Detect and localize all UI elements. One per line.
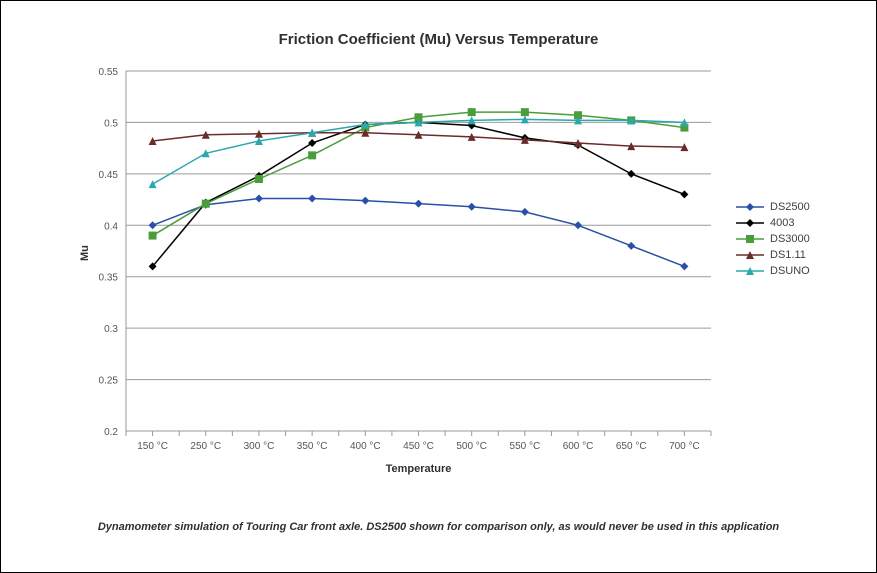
legend-label: DSUNO <box>770 265 810 277</box>
legend-label: DS3000 <box>770 233 810 245</box>
legend-swatch-icon <box>736 265 764 277</box>
y-tick-label: 0.25 <box>99 376 119 387</box>
x-tick-label: 450 °C <box>403 441 434 452</box>
legend-item: DS1.11 <box>736 249 810 261</box>
chart-container: Friction Coefficient (Mu) Versus Tempera… <box>0 0 877 573</box>
chart-plot: 0.2 0.25 0.3 0.35 0.4 0.45 0.5 0.55 150 °C 250 °C… <box>1 1 877 573</box>
x-tick-label: 400 °C <box>350 441 381 452</box>
y-tick-label: 0.4 <box>104 221 118 232</box>
legend-item: DS2500 <box>736 201 810 213</box>
y-tick-label: 0.2 <box>104 427 118 438</box>
legend-swatch-icon <box>736 249 764 261</box>
legend-swatch-icon <box>736 201 764 213</box>
y-tick-label: 0.35 <box>99 273 119 284</box>
legend-swatch-icon <box>736 217 764 229</box>
legend-item: 4003 <box>736 217 810 229</box>
x-tick-label: 700 °C <box>669 441 700 452</box>
chart-caption: Dynamometer simulation of Touring Car fr… <box>1 521 876 533</box>
y-tick-label: 0.55 <box>99 67 119 78</box>
legend-label: 4003 <box>770 217 794 229</box>
legend-label: DS2500 <box>770 201 810 213</box>
legend-swatch-icon <box>736 233 764 245</box>
x-axis-label: Temperature <box>126 463 711 475</box>
x-tick-label: 500 °C <box>456 441 487 452</box>
legend: DS2500 4003 DS3000 DS1.11 DSUNO <box>736 201 810 281</box>
x-tick-label: 550 °C <box>510 441 541 452</box>
legend-label: DS1.11 <box>770 249 806 261</box>
x-tick-label: 150 °C <box>137 441 168 452</box>
y-tick-label: 0.3 <box>104 324 118 335</box>
y-tick-label: 0.45 <box>99 170 119 181</box>
x-tick-label: 250 °C <box>190 441 221 452</box>
legend-item: DSUNO <box>736 265 810 277</box>
legend-item: DS3000 <box>736 233 810 245</box>
y-tick-label: 0.5 <box>104 118 118 129</box>
series-line-ds2500 <box>153 199 685 267</box>
x-tick-label: 350 °C <box>297 441 328 452</box>
x-tick-label: 300 °C <box>244 441 275 452</box>
x-tick-label: 600 °C <box>563 441 594 452</box>
series-line-dsuno <box>153 119 685 184</box>
x-tick-label: 650 °C <box>616 441 647 452</box>
